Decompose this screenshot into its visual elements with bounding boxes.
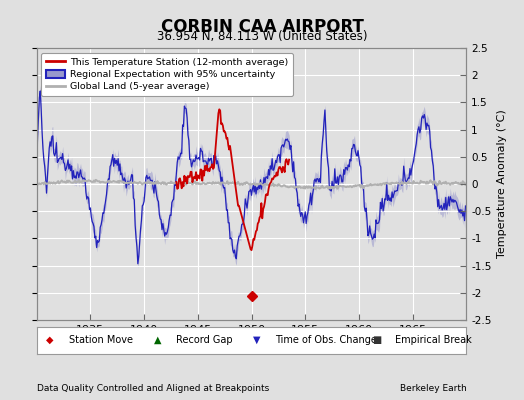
Text: Station Move: Station Move (69, 335, 133, 345)
Text: Empirical Break: Empirical Break (396, 335, 472, 345)
Text: Berkeley Earth: Berkeley Earth (400, 384, 466, 393)
Text: $▼$: $▼$ (252, 335, 261, 346)
Text: $■$: $■$ (372, 334, 382, 346)
Text: 36.954 N, 84.113 W (United States): 36.954 N, 84.113 W (United States) (157, 30, 367, 43)
Text: Record Gap: Record Gap (176, 335, 233, 345)
Text: Data Quality Controlled and Aligned at Breakpoints: Data Quality Controlled and Aligned at B… (37, 384, 269, 393)
Text: $◆$: $◆$ (45, 335, 54, 346)
Text: $▲$: $▲$ (152, 335, 162, 346)
Legend: This Temperature Station (12-month average), Regional Expectation with 95% uncer: This Temperature Station (12-month avera… (41, 53, 293, 96)
Text: CORBIN CAA AIRPORT: CORBIN CAA AIRPORT (160, 18, 364, 36)
Y-axis label: Temperature Anomaly (°C): Temperature Anomaly (°C) (497, 110, 507, 258)
Text: Time of Obs. Change: Time of Obs. Change (275, 335, 377, 345)
